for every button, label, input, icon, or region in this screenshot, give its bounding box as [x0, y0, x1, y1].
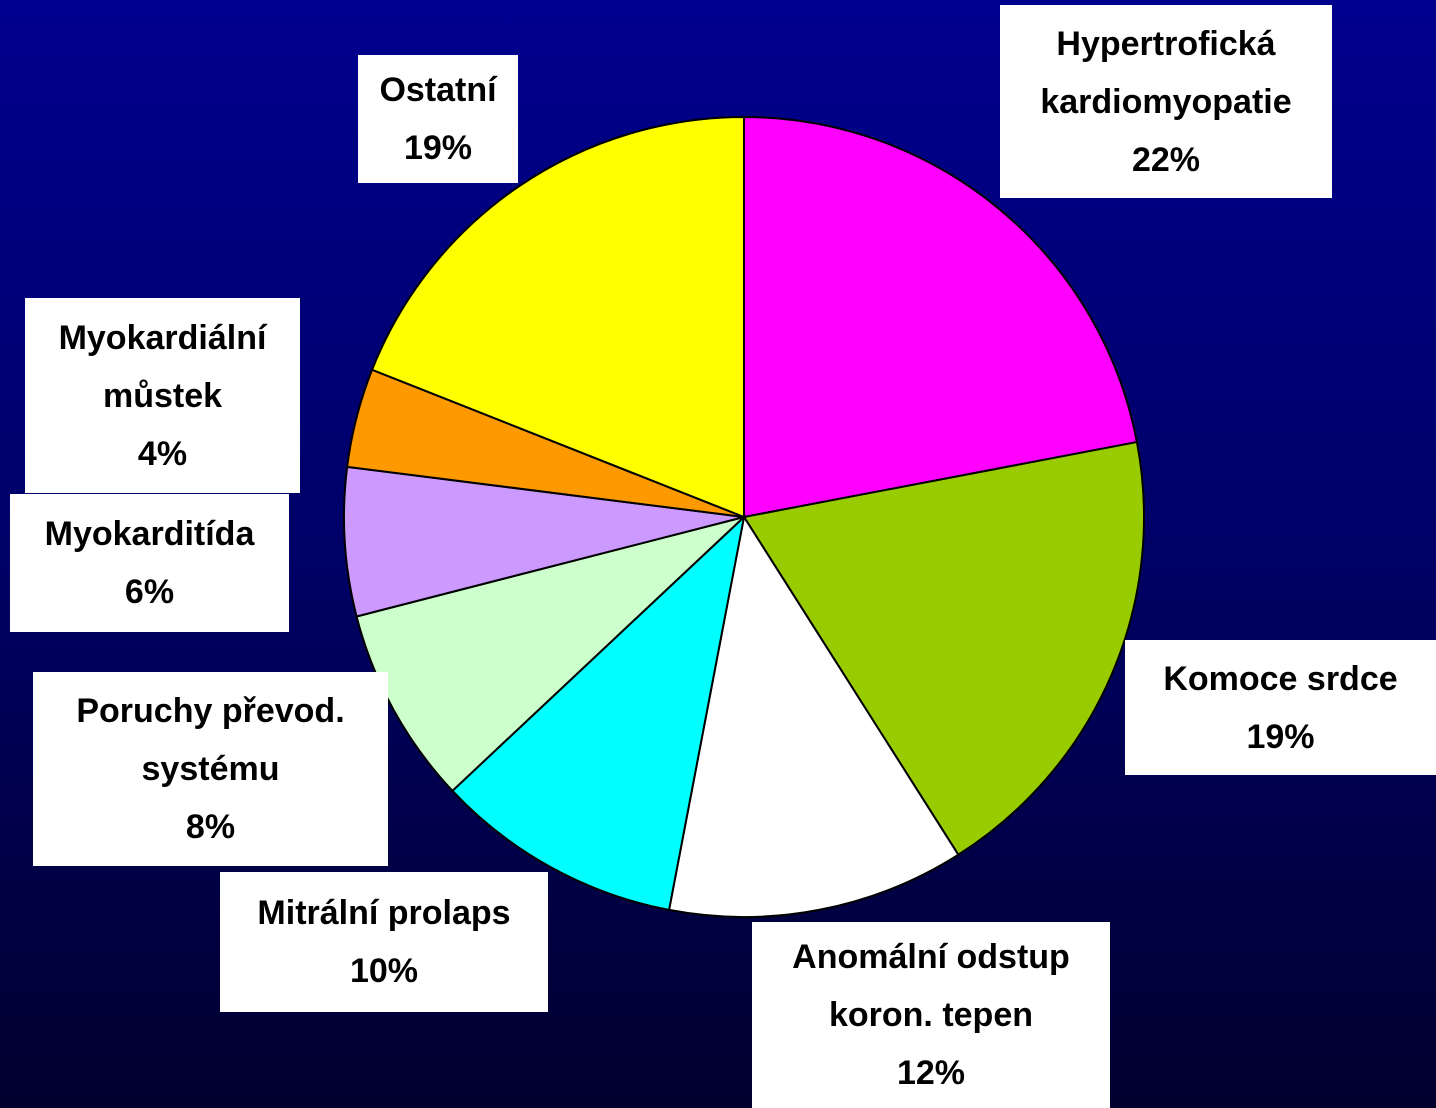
slice-label: Mitrální prolaps 10% [220, 872, 548, 1012]
category-name: Poruchy převod. systému [76, 692, 345, 788]
value-label: 19% [403, 129, 473, 167]
pie-slice [370, 115, 745, 519]
slice-label: Myokarditída 6% [10, 494, 289, 632]
slice-label: Anomální odstup koron. tepen 12% [752, 922, 1110, 1108]
category-name: Myokarditída [44, 515, 255, 553]
pie-slice [667, 514, 960, 918]
value-label: 22% [1131, 140, 1201, 179]
category-name: Myokardiální můstek [58, 318, 267, 415]
value-label: 4% [137, 434, 188, 473]
slice-label: Ostatní 19% [358, 55, 518, 183]
category-name: Komoce srdce [1163, 659, 1398, 698]
category-name: Hypertrofická kardiomyopatie [1040, 24, 1292, 121]
pie-slice [742, 440, 1145, 857]
slice-label: Myokardiální můstek 4% [25, 298, 300, 493]
value-label: 6% [124, 573, 175, 611]
category-name: Ostatní [379, 71, 497, 109]
value-label: 10% [349, 952, 419, 990]
pie-slice [343, 465, 745, 618]
slice-label: Komoce srdce 19% [1125, 640, 1436, 775]
value-label: 8% [185, 808, 236, 846]
pie-slice [450, 514, 746, 912]
pie-slice [355, 516, 745, 793]
value-label: 12% [896, 1054, 966, 1092]
pie-slice [743, 115, 1139, 519]
category-name: Anomální odstup koron. tepen [792, 938, 1070, 1034]
category-name: Mitrální prolaps [257, 894, 511, 932]
value-label: 19% [1246, 717, 1315, 756]
slice-label: Hypertrofická kardiomyopatie 22% [1000, 5, 1332, 198]
slice-label: Poruchy převod. systému 8% [33, 672, 388, 866]
